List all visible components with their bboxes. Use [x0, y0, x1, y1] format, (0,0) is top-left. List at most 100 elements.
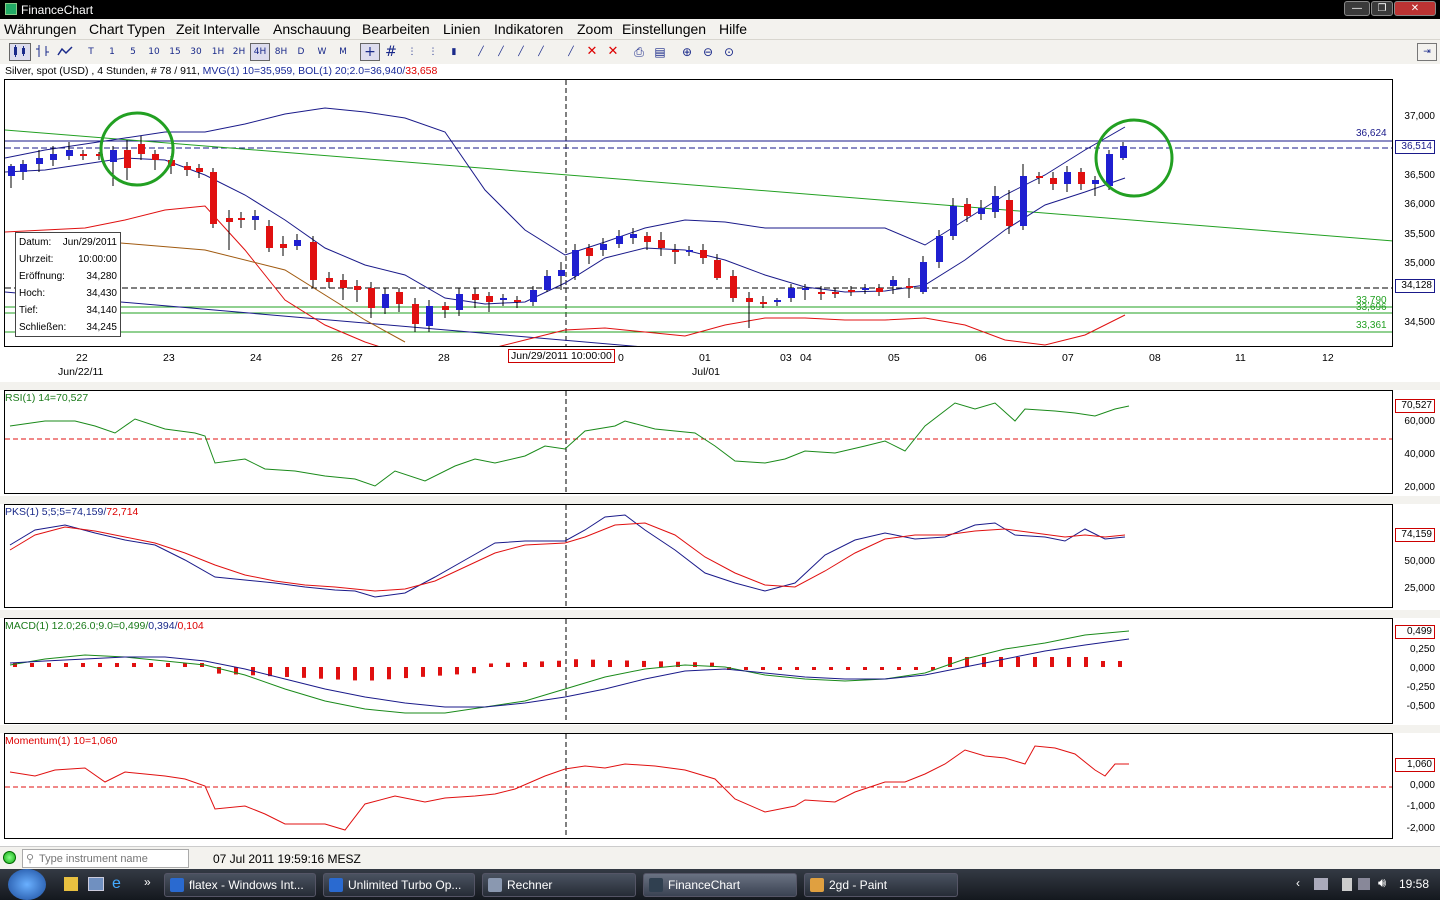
tray-network-icon[interactable]: [1314, 878, 1328, 890]
menu-waehrungen[interactable]: Währungen: [4, 21, 77, 37]
crosshair-icon[interactable]: +: [360, 43, 380, 61]
print-preview-icon[interactable]: ▤: [654, 45, 666, 59]
select-line-icon[interactable]: ╱: [568, 47, 574, 57]
tray-battery-icon[interactable]: [1342, 878, 1352, 891]
candle-body: [326, 278, 333, 282]
menu-bearbeiten[interactable]: Bearbeiten: [362, 21, 430, 37]
momentum-panel[interactable]: Momentum(1) 10=1,060: [4, 733, 1393, 839]
macd-line: [9, 630, 1130, 714]
candle-body: [572, 250, 579, 276]
interval-10-button[interactable]: 10: [148, 47, 160, 57]
financechart-icon: [649, 878, 663, 892]
candle-body: [700, 250, 707, 258]
quicklaunch-more-icon[interactable]: »: [144, 875, 151, 889]
interval-5-button[interactable]: 5: [130, 47, 136, 57]
parallel-lines-icon[interactable]: ╱: [538, 47, 544, 57]
panel-splitter[interactable]: [0, 382, 1440, 390]
maximize-button[interactable]: ❐: [1371, 1, 1393, 16]
rsi-line: [9, 402, 1130, 487]
draw-point-icon[interactable]: ⋮: [407, 47, 417, 57]
candle-body: [50, 154, 57, 160]
highlight-circle-left: [99, 111, 175, 187]
ohlc-bar-chart-icon[interactable]: [33, 43, 53, 61]
status-bar: ⚲ 07 Jul 2011 19:59:16 MESZ: [0, 846, 1440, 869]
trendline-icon[interactable]: ╱: [478, 47, 484, 57]
instrument-search-box[interactable]: ⚲: [22, 849, 189, 868]
tray-clock[interactable]: 19:58: [1399, 877, 1430, 891]
macd-histogram-bar: [132, 663, 136, 667]
tray-expand-icon[interactable]: ‹: [1296, 876, 1300, 890]
menu-zeit-intervalle[interactable]: Zeit Intervalle: [176, 21, 261, 37]
task-flatex[interactable]: flatex - Windows Int...: [164, 873, 316, 897]
data-tooltip: Datum: Jun/29/2011 Uhrzeit: 10:00:00 Eröff…: [15, 232, 121, 337]
desktop-quicklaunch-icon[interactable]: [88, 877, 104, 891]
menu-anschauung[interactable]: Anschauung: [273, 21, 351, 37]
candle-body: [1036, 176, 1043, 178]
draw-levels-icon[interactable]: ⋮: [428, 47, 438, 57]
zoom-reset-icon[interactable]: ⊙: [723, 45, 735, 59]
instrument-name: Silver, spot (USD) , 4 Stunden, # 78 / 9…: [5, 65, 200, 77]
interval-1-button[interactable]: 1: [109, 47, 115, 57]
interval-15-button[interactable]: 15: [169, 47, 181, 57]
macd-histogram-bar: [472, 667, 476, 674]
macd-histogram-bar: [1067, 657, 1071, 667]
menu-hilfe[interactable]: Hilfe: [719, 21, 748, 37]
highlight-circle-right: [1094, 118, 1174, 198]
print-icon[interactable]: ⎙: [634, 45, 644, 59]
menu-linien[interactable]: Linien: [443, 21, 481, 37]
tray-monitor-icon[interactable]: [1358, 878, 1370, 890]
candle-body: [714, 260, 721, 278]
candle-body: [252, 216, 259, 220]
tray-volume-icon[interactable]: 🔊︎: [1378, 875, 1387, 890]
interval-T-button[interactable]: T: [88, 47, 94, 57]
ie-quicklaunch-icon[interactable]: e: [112, 875, 121, 892]
line-chart-icon[interactable]: [55, 43, 75, 61]
zoom-out-icon[interactable]: ⊖: [702, 45, 714, 59]
delete-all-lines-icon[interactable]: ✕: [607, 44, 619, 59]
menu-einstellungen[interactable]: Einstellungen: [622, 21, 707, 37]
rsi-panel[interactable]: RSI(1) 14=70,527: [4, 390, 1393, 494]
panel-toggle-icon[interactable]: ⇥: [1417, 43, 1437, 61]
interval-1h-button[interactable]: 1H: [211, 47, 225, 57]
explorer-quicklaunch-icon[interactable]: [64, 877, 78, 891]
panel-splitter[interactable]: [0, 496, 1440, 504]
momentum-y-label: 0,000: [1409, 780, 1435, 791]
volume-bars-icon[interactable]: ▮: [451, 47, 457, 57]
interval-30-button[interactable]: 30: [190, 47, 202, 57]
close-button[interactable]: ✕: [1394, 1, 1436, 16]
delete-line-icon[interactable]: ✕: [586, 44, 598, 59]
channel-icon[interactable]: ╱: [498, 47, 504, 57]
interval-m-button[interactable]: M: [339, 47, 347, 57]
interval-8h-button[interactable]: 8H: [274, 47, 288, 57]
panel-splitter[interactable]: [0, 610, 1440, 618]
fibonacci-icon[interactable]: ╱: [518, 47, 524, 57]
macd-panel[interactable]: MACD(1) 12.0;26.0;9.0=0,499/0,394/0,104: [4, 618, 1393, 724]
macd-histogram-bar: [897, 667, 901, 670]
task-paint[interactable]: 2gd - Paint: [804, 873, 958, 897]
interval-4h-button[interactable]: 4H: [250, 43, 270, 61]
start-button-icon[interactable]: [8, 869, 46, 900]
task-rechner[interactable]: Rechner: [482, 873, 636, 897]
candle-body: [210, 172, 217, 224]
minimize-button[interactable]: —: [1344, 1, 1370, 16]
instrument-search-input[interactable]: [39, 851, 187, 866]
task-unlimited-turbo[interactable]: Unlimited Turbo Op...: [323, 873, 475, 897]
menu-zoom[interactable]: Zoom: [577, 21, 613, 37]
menu-indikatoren[interactable]: Indikatoren: [494, 21, 564, 37]
interval-d-button[interactable]: D: [297, 47, 305, 57]
price-chart-svg[interactable]: [5, 80, 1393, 347]
grid-icon[interactable]: #: [385, 44, 397, 60]
zoom-in-icon[interactable]: ⊕: [681, 45, 693, 59]
macd-histogram-bar: [574, 659, 578, 667]
panel-splitter[interactable]: [0, 725, 1440, 733]
macd-histogram-bar: [778, 667, 782, 670]
interval-2h-button[interactable]: 2H: [232, 47, 246, 57]
candle-body: [1020, 176, 1027, 226]
price-chart-panel[interactable]: [4, 79, 1393, 347]
x-label: 04: [800, 352, 812, 364]
task-financechart[interactable]: FinanceChart: [643, 873, 797, 897]
menu-chart-typen[interactable]: Chart Typen: [89, 21, 166, 37]
stochastic-panel[interactable]: PKS(1) 5;5;5=74,159/72,714: [4, 504, 1393, 608]
interval-w-button[interactable]: W: [317, 47, 327, 57]
candlestick-chart-icon[interactable]: [9, 43, 31, 61]
